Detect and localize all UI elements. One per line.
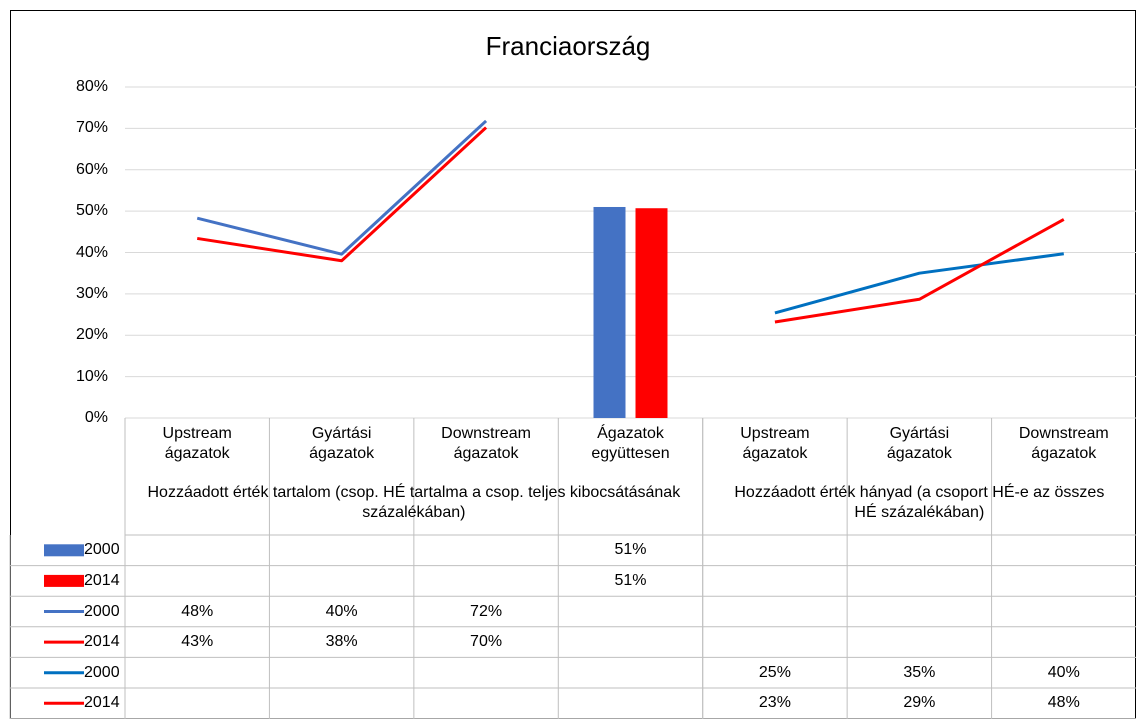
chart-title: Franciaország (485, 31, 651, 61)
data-label: 43% (181, 633, 214, 651)
y-tick-label: 70% (75, 119, 108, 137)
y-tick-label: 80% (75, 78, 108, 95)
data-label: 40% (1047, 663, 1080, 681)
x-tick-label: Upstream ágazatok (740, 425, 810, 462)
data-label: 29% (903, 694, 936, 712)
line (774, 252, 1064, 315)
legend-label: 2000 (84, 663, 120, 681)
data-label: 23% (758, 694, 791, 712)
x-tick-label: Gyártási ágazatok (886, 425, 952, 462)
y-tick-label: 0% (84, 409, 108, 426)
bar (593, 206, 626, 418)
line (774, 218, 1065, 324)
data-label: 72% (470, 602, 503, 620)
data-label: 51% (614, 571, 647, 589)
x-tick-label: Downstream ágazatok (1018, 425, 1109, 462)
y-tick-label: 40% (75, 243, 108, 261)
legend-label: 2000 (84, 602, 120, 620)
y-tick-label: 20% (75, 326, 108, 344)
data-label: 38% (325, 633, 358, 651)
legend-label: 2014 (84, 694, 120, 712)
data-label: 70% (470, 633, 503, 651)
data-label: 25% (758, 663, 791, 681)
data-label: 35% (903, 663, 936, 681)
y-tick-label: 50% (75, 202, 108, 220)
legend-key (44, 574, 84, 587)
x-tick-label: Downstream ágazatok (441, 425, 531, 462)
x-tick-label: Upstream ágazatok (162, 425, 232, 462)
data-label: 40% (325, 602, 358, 620)
y-tick-label: 10% (75, 367, 108, 385)
legend-label: 2000 (84, 541, 120, 559)
y-tick-label: 30% (75, 284, 108, 302)
bar (635, 208, 668, 418)
legend-label: 2014 (84, 633, 120, 651)
group-label: Hozzáadott érték hányad (a csoport HÉ-e … (734, 484, 1105, 521)
legend-label: 2014 (84, 571, 120, 589)
group-label: Hozzáadott érték tartalom (csop. HÉ tart… (147, 484, 681, 521)
line (196, 119, 488, 256)
x-tick-label: Ágazatok együttesen (591, 425, 670, 462)
data-label: 48% (181, 602, 214, 620)
data-label: 51% (614, 541, 647, 559)
data-label: 48% (1047, 694, 1080, 712)
line (196, 126, 488, 263)
x-tick-label: Gyártási ágazatok (309, 425, 375, 462)
y-tick-label: 60% (75, 160, 108, 178)
legend-key (44, 544, 84, 557)
